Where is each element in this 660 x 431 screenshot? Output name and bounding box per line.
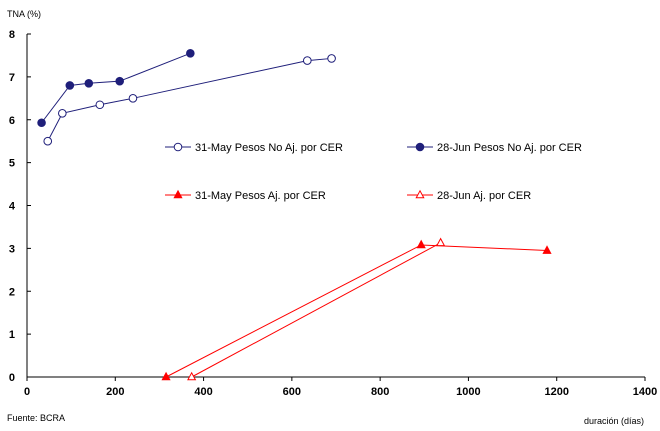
y-tick-label: 2 [9, 286, 15, 298]
series-4 [187, 237, 446, 381]
series-line [47, 57, 332, 142]
y-tick-label: 7 [9, 72, 15, 84]
data-point [161, 371, 171, 381]
data-point [416, 239, 426, 249]
data-point [43, 136, 53, 146]
data-point [84, 79, 94, 88]
series-line [191, 242, 441, 378]
x-axis-title: duración (días) [584, 416, 644, 426]
legend-label: 28-Jun Pesos No Aj. por CER [437, 142, 582, 154]
data-point [436, 237, 446, 247]
series-line [165, 244, 548, 378]
legend: 31-May Pesos No Aj. por CER 28-Jun Pesos … [165, 142, 582, 202]
legend-item: 31-May Pesos No Aj. por CER [165, 142, 343, 154]
data-point [95, 100, 105, 110]
x-tick-label: 800 [371, 386, 389, 398]
series-layer [37, 48, 552, 381]
y-axis-title: TNA (%) [7, 9, 41, 19]
y-tick-label: 0 [9, 372, 15, 384]
source-note: Fuente: BCRA [7, 413, 65, 423]
x-tick-label: 600 [283, 386, 301, 398]
legend-label: 31-May Pesos No Aj. por CER [195, 142, 343, 154]
legend-marker [415, 189, 425, 199]
data-point [58, 109, 67, 118]
data-point [65, 81, 75, 90]
data-point [187, 371, 197, 381]
series-1 [43, 54, 336, 146]
legend-item: 31-May Pesos Aj. por CER [165, 189, 326, 202]
legend-item: 28-Jun Pesos No Aj. por CER [407, 142, 582, 154]
x-tick-label: 1400 [633, 386, 657, 398]
data-point [542, 245, 552, 254]
y-tick-label: 8 [9, 29, 15, 41]
x-tick-label: 0 [24, 386, 30, 398]
x-tick-label: 1200 [544, 386, 568, 398]
series-2 [37, 48, 195, 128]
x-tick-label: 1000 [456, 386, 480, 398]
x-tick-label: 400 [194, 386, 212, 398]
y-tick-label: 3 [9, 243, 15, 255]
data-point [115, 76, 124, 86]
legend-label: 31-May Pesos Aj. por CER [195, 190, 326, 202]
y-tick-label: 4 [9, 201, 16, 213]
legend-item: 28-Jun Aj. por CER [407, 189, 531, 202]
data-point [37, 118, 46, 128]
series-3 [161, 239, 552, 381]
y-tick-label: 5 [9, 158, 15, 170]
y-tick-label: 6 [9, 115, 15, 127]
x-tick-label: 200 [106, 386, 124, 398]
data-point [303, 56, 312, 65]
legend-label: 28-Jun Aj. por CER [437, 190, 531, 202]
data-point [128, 94, 138, 103]
legend-marker [173, 189, 183, 199]
data-point [186, 48, 195, 58]
axis-ticks: 0 1 2 3 4 5 6 7 8 0 200 400 600 800 1000 1200 1400 [9, 29, 657, 398]
legend-marker [415, 142, 425, 152]
data-point [327, 54, 336, 63]
legend-marker [173, 142, 183, 152]
y-tick-label: 1 [9, 329, 15, 341]
